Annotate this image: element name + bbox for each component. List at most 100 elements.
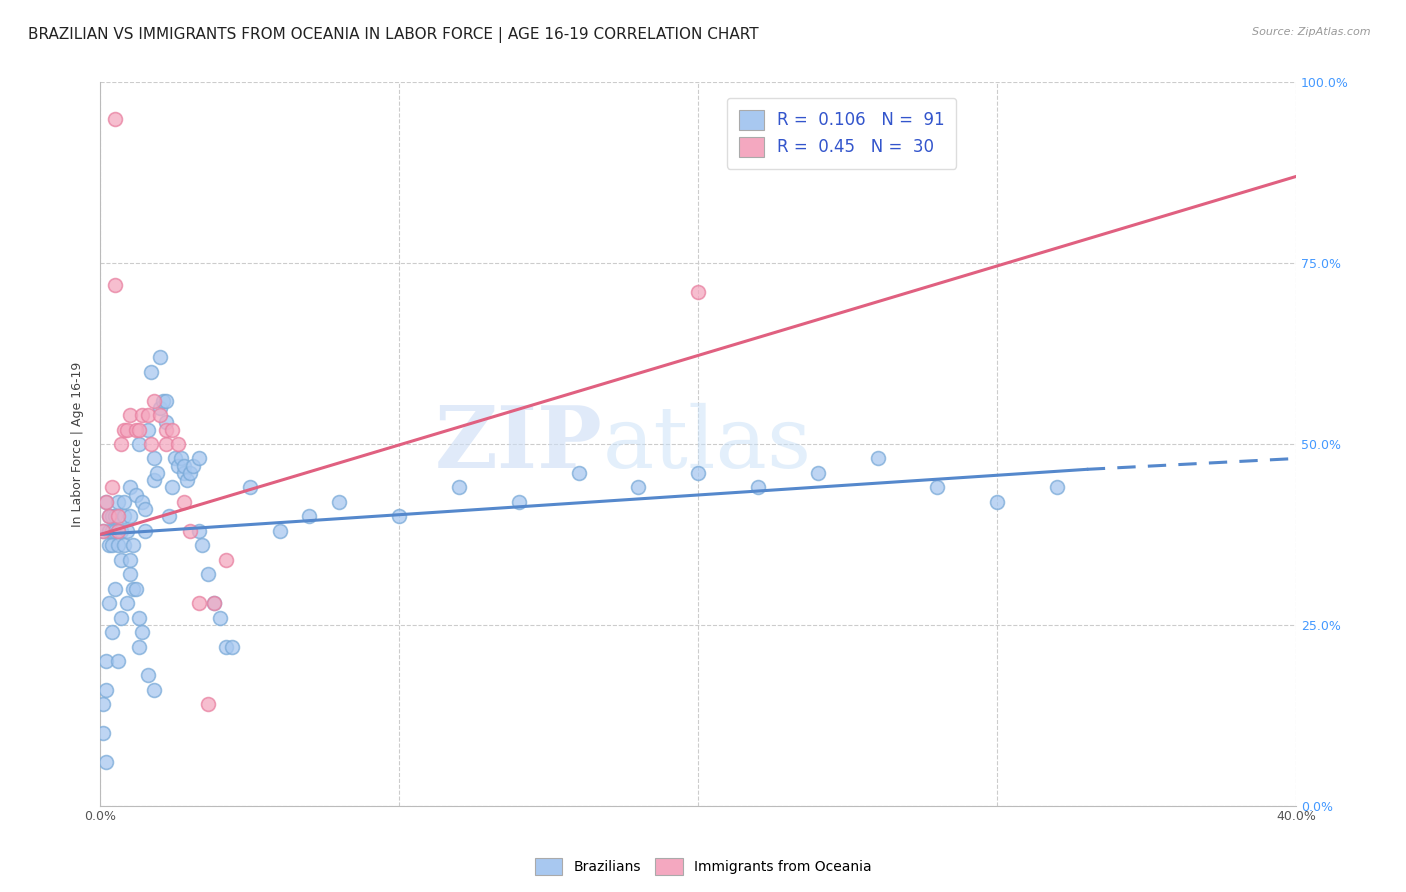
Point (508, 495, 530, 509)
Text: BRAZILIAN VS IMMIGRANTS FROM OCEANIA IN LABOR FORCE | AGE 16-19 CORRELATION CHAR: BRAZILIAN VS IMMIGRANTS FROM OCEANIA IN … (28, 27, 759, 43)
Point (91, 524, 114, 538)
Legend: Brazilians, Immigrants from Oceania: Brazilians, Immigrants from Oceania (529, 853, 877, 880)
Point (96, 495, 118, 509)
Point (197, 698, 219, 712)
Point (91, 524, 114, 538)
Point (107, 524, 129, 538)
Point (107, 524, 129, 538)
Point (136, 668, 159, 682)
Point (110, 553, 132, 567)
Point (170, 451, 193, 466)
Point (160, 423, 183, 437)
Point (986, 495, 1008, 509)
Point (96, 654, 118, 668)
Point (131, 625, 153, 640)
Point (173, 495, 195, 509)
Point (110, 610, 132, 624)
Point (179, 466, 201, 480)
Point (157, 509, 180, 524)
Point (125, 488, 148, 502)
Point (187, 524, 209, 538)
Point (101, 538, 124, 552)
Point (187, 451, 209, 466)
Point (155, 415, 177, 429)
Point (98, 596, 121, 610)
Point (215, 640, 238, 654)
Point (167, 458, 190, 473)
Legend: R =  0.106   N =  91, R =  0.45   N =  30: R = 0.106 N = 91, R = 0.45 N = 30 (727, 98, 956, 169)
Point (120, 408, 142, 422)
Point (96, 495, 118, 509)
Point (269, 524, 291, 538)
Text: ZIP: ZIP (434, 402, 603, 486)
Point (125, 423, 148, 437)
Point (98, 524, 121, 538)
Point (163, 451, 186, 466)
Point (866, 451, 889, 466)
Point (128, 610, 150, 624)
Point (136, 408, 159, 422)
Point (807, 466, 830, 480)
Point (239, 480, 262, 494)
Point (112, 423, 135, 437)
Point (136, 423, 159, 437)
Point (101, 509, 124, 524)
Point (143, 451, 166, 466)
Point (131, 408, 153, 422)
Point (107, 509, 129, 524)
Point (120, 553, 142, 567)
Point (688, 285, 710, 300)
Point (173, 466, 195, 480)
Point (128, 640, 150, 654)
Point (110, 524, 132, 538)
Point (101, 625, 124, 640)
Point (927, 480, 949, 494)
Point (98, 509, 121, 524)
Point (107, 538, 129, 552)
Point (143, 682, 166, 697)
Point (160, 480, 183, 494)
Point (134, 524, 156, 538)
Point (107, 495, 129, 509)
Point (104, 277, 127, 292)
Point (120, 509, 142, 524)
Point (328, 495, 350, 509)
Point (131, 495, 153, 509)
Point (173, 458, 195, 473)
Point (567, 466, 589, 480)
Point (104, 112, 127, 126)
Point (128, 423, 150, 437)
Point (176, 473, 198, 487)
Point (101, 480, 124, 494)
Point (167, 437, 190, 451)
Point (155, 437, 177, 451)
Point (91, 726, 114, 740)
Point (122, 538, 145, 552)
Point (98, 509, 121, 524)
Point (221, 640, 243, 654)
Point (149, 408, 172, 422)
Point (143, 393, 166, 408)
Point (191, 538, 214, 552)
Point (115, 524, 138, 538)
Point (120, 567, 142, 582)
Point (96, 682, 118, 697)
Point (149, 401, 172, 415)
Point (688, 466, 710, 480)
Text: atlas: atlas (603, 402, 811, 485)
Point (115, 596, 138, 610)
Point (202, 596, 225, 610)
Point (146, 466, 169, 480)
Point (388, 509, 411, 524)
Point (155, 423, 177, 437)
Point (747, 480, 769, 494)
Point (627, 480, 650, 494)
Point (298, 509, 321, 524)
Point (120, 480, 142, 494)
Point (112, 509, 135, 524)
Point (110, 437, 132, 451)
Point (208, 610, 231, 624)
Point (101, 524, 124, 538)
Text: Source: ZipAtlas.com: Source: ZipAtlas.com (1253, 27, 1371, 37)
Point (98, 538, 121, 552)
